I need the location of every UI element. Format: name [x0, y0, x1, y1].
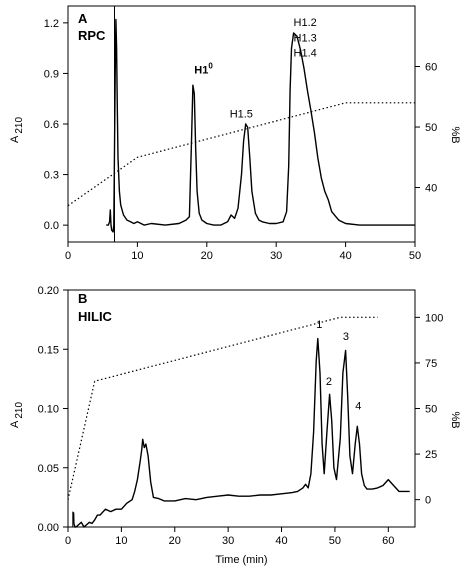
chromatogram-trace — [72, 337, 410, 528]
y-tick-label: 0.05 — [38, 463, 59, 475]
y-tick-label: 0.9 — [44, 68, 59, 80]
peak-annotation-text: 3 — [343, 331, 349, 343]
chromatogram-trace — [106, 18, 415, 233]
y2-tick-label: 75 — [425, 358, 437, 370]
panel-letter: A — [78, 11, 88, 26]
x-tick-label: 20 — [201, 250, 213, 262]
y-axis-title-subscript: 210 — [14, 402, 25, 419]
x-tick-label: 0 — [65, 535, 71, 547]
x-tick-label: 40 — [275, 535, 287, 547]
peak-annotation: 4 — [355, 401, 361, 413]
x-tick-label: 50 — [409, 250, 421, 262]
x-axis-title: Time (min) — [215, 554, 267, 566]
y-tick-label: 0.6 — [44, 119, 59, 131]
peak-annotation: H1.4 — [294, 48, 317, 60]
x-tick-label: 50 — [329, 535, 341, 547]
peak-annotation-text: H1.5 — [230, 108, 253, 120]
gradient-line — [67, 316, 378, 500]
x-tick-label: 40 — [339, 250, 351, 262]
y-tick-label: 0.00 — [38, 522, 59, 534]
y2-axis-title: %B — [449, 126, 461, 143]
x-tick-label: 30 — [270, 250, 282, 262]
y-tick-label: 0.15 — [38, 344, 59, 356]
y-axis-title-main: A — [9, 135, 21, 143]
plot-frame-A — [67, 5, 416, 243]
peak-annotation: H10 — [194, 61, 213, 76]
method-label: RPC — [78, 28, 106, 43]
peak-annotation: 2 — [326, 376, 332, 388]
y-axis-title-subscript: 210 — [14, 117, 25, 134]
y-tick-label: 0.10 — [38, 404, 59, 416]
peak-annotation: H1.2 — [294, 17, 317, 29]
gradient-line — [67, 102, 415, 207]
y-axis-title: A210 — [9, 402, 25, 428]
y-tick-label: 0.3 — [44, 170, 59, 182]
method-label: HILIC — [78, 309, 113, 324]
peak-annotation-text: H1 — [194, 64, 208, 76]
x-tick-label: 10 — [115, 535, 127, 547]
y2-tick-label: 60 — [425, 62, 437, 74]
y2-tick-label: 50 — [425, 122, 437, 134]
panel-letter: B — [78, 291, 87, 306]
y-tick-label: 0.0 — [44, 220, 59, 232]
peak-annotation: 1 — [316, 319, 322, 331]
y2-axis-title: %B — [449, 411, 461, 428]
peak-annotation-text: 2 — [326, 376, 332, 388]
y2-tick-label: 100 — [425, 312, 443, 324]
peak-annotation: 3 — [343, 331, 349, 343]
y-axis-title-main: A — [9, 420, 21, 428]
x-tick-label: 20 — [169, 535, 181, 547]
y2-tick-label: 50 — [425, 404, 437, 416]
peak-annotation-text: 1 — [316, 319, 322, 331]
y-tick-label: 0.20 — [38, 285, 59, 297]
y-tick-label: 1.2 — [44, 18, 59, 30]
peak-annotation-text: H1.4 — [294, 48, 317, 60]
y-axis-title: A210 — [9, 117, 25, 143]
peak-annotation-superscript: 0 — [208, 61, 213, 70]
plot-frame-B — [67, 289, 416, 528]
x-tick-label: 10 — [131, 250, 143, 262]
y2-tick-label: 0 — [425, 495, 431, 507]
x-tick-label: 30 — [222, 535, 234, 547]
peak-annotation-text: H1.3 — [294, 32, 317, 44]
x-tick-label: 0 — [65, 250, 71, 262]
y2-tick-label: 40 — [425, 183, 437, 195]
y2-tick-label: 25 — [425, 449, 437, 461]
peak-annotation-text: H1.2 — [294, 17, 317, 29]
peak-annotation: H1.5 — [230, 108, 253, 120]
peak-annotation: H1.3 — [294, 32, 317, 44]
x-tick-label: 60 — [382, 535, 394, 547]
peak-annotation-text: 4 — [355, 401, 361, 413]
